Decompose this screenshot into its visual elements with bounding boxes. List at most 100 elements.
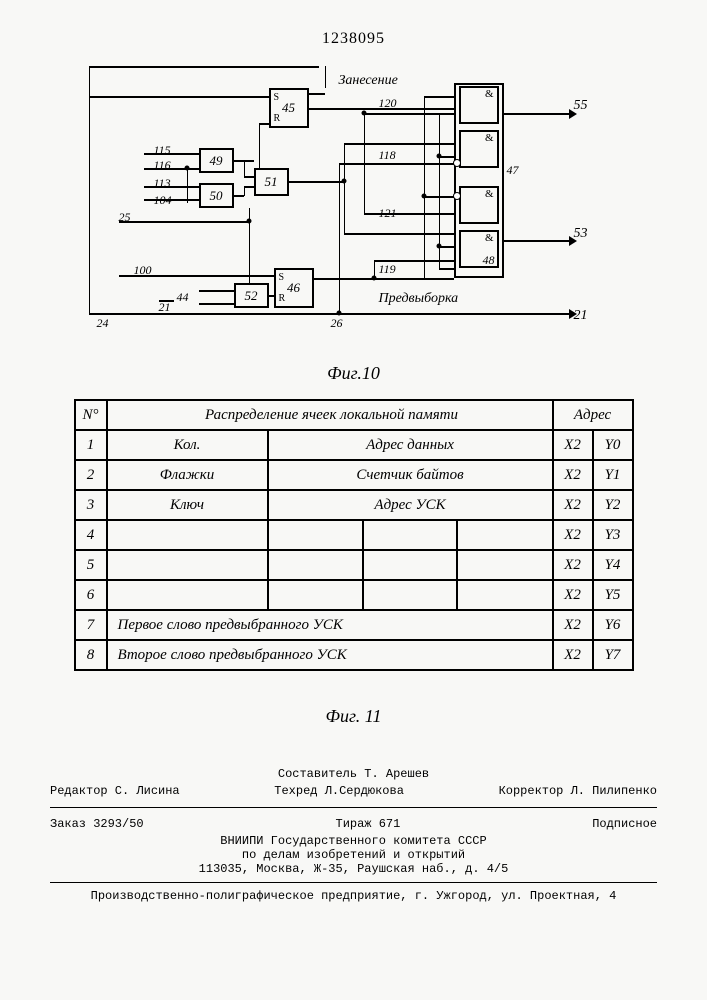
wire [374,260,454,262]
addr-cell: Y7 [593,640,633,670]
junction-dot [436,244,441,249]
row-number: 6 [75,580,107,610]
row-number: 3 [75,490,107,520]
junction-dot [371,276,376,281]
block-num: 46 [287,280,300,296]
footer-tirazh: Тираж 671 [336,817,401,831]
label-24: 24 [97,316,109,331]
wire [344,143,346,235]
block-num: 45 [282,100,295,116]
table-row: 3КлючАдрес УСКX2Y2 [75,490,633,520]
table-row: 7Первое слово предвыбранного УСКX2Y6 [75,610,633,640]
wire [325,66,327,88]
label-25: 25 [119,210,131,225]
row-cell: Адрес УСК [268,490,553,520]
wire [314,278,454,280]
empty-cell [457,520,552,550]
footer-subscription: Подписное [592,817,657,831]
label-21: 21 [159,300,171,315]
document-number: 1238095 [50,30,657,48]
footer-divider [50,882,657,883]
table-row: 1Кол.Адрес данныхX2Y0 [75,430,633,460]
junction-dot [341,179,346,184]
table-row: 2ФлажкиСчетчик байтовX2Y1 [75,460,633,490]
row-cell: Кол. [107,430,268,460]
junction-dot [336,311,341,316]
row-number: 1 [75,430,107,460]
empty-cell [457,580,552,610]
wire [344,143,454,145]
wire [144,168,199,170]
inversion-circle [453,159,461,167]
wire [339,163,454,165]
wire [364,213,454,215]
block-45: S R 45 [269,88,309,128]
table-row: 4X2Y3 [75,520,633,550]
row-cell: Счетчик байтов [268,460,553,490]
addr-cell: X2 [553,490,593,520]
label-115: 115 [154,143,171,158]
wire [119,221,249,223]
label-119: 119 [379,262,396,277]
wire [159,300,174,302]
wire [244,186,254,188]
wire [119,275,274,277]
and-gate-2: & [459,130,499,168]
empty-cell [268,550,363,580]
figure-11-label: Фиг. 11 [50,706,657,727]
junction-dot [184,166,189,171]
row-cell: Ключ [107,490,268,520]
arrow [569,236,577,246]
wire [259,123,269,125]
label-48: 48 [483,253,495,268]
wire [259,123,261,168]
footer-corrector: Корректор Л. Пилипенко [499,784,657,798]
wire [89,96,269,98]
addr-cell: X2 [553,430,593,460]
wire [199,290,234,292]
sr-s: S [279,272,285,283]
row-cell: Адрес данных [268,430,553,460]
and-gate-3: & [459,186,499,224]
table-row: 6X2Y5 [75,580,633,610]
footer-org3: 113035, Москва, Ж-35, Раушская наб., д. … [50,862,657,876]
wire [144,153,199,155]
inversion-circle [453,192,461,200]
wire [144,186,199,188]
empty-cell [457,550,552,580]
addr-cell: Y4 [593,550,633,580]
footer-org2: по делам изобретений и открытий [50,848,657,862]
label-104: 104 [154,193,172,208]
footer-editor: Редактор С. Лисина [50,784,180,798]
addr-cell: X2 [553,550,593,580]
addr-cell: X2 [553,520,593,550]
wire [339,163,341,313]
addr-cell: X2 [553,640,593,670]
block-num: 51 [265,174,278,190]
addr-cell: Y2 [593,490,633,520]
footer-org1: ВНИИПИ Государственного комитета СССР [50,834,657,848]
diagram-top-label: Занесение [339,73,398,89]
addr-cell: X2 [553,580,593,610]
junction-dot [436,154,441,159]
row-number: 7 [75,610,107,640]
sr-r: R [279,293,286,304]
wire [504,113,569,115]
addr-cell: X2 [553,610,593,640]
footer-order: Заказ 3293/50 [50,817,144,831]
label-116: 116 [154,158,171,173]
empty-cell [363,520,458,550]
wire [244,186,246,196]
footer-compiler: Составитель Т. Арешев [50,767,657,781]
wire [424,96,426,279]
table-row: 5X2Y4 [75,550,633,580]
row-desc: Второе слово предвыбранного УСК [107,640,553,670]
figure-10-label: Фиг.10 [50,363,657,384]
addr-cell: X2 [553,460,593,490]
and-gate-1: & [459,86,499,124]
empty-cell [268,520,363,550]
table-row: 8Второе слово предвыбранного УСКX2Y7 [75,640,633,670]
junction-dot [421,194,426,199]
junction-dot [246,219,251,224]
block-49: 49 [199,148,234,173]
